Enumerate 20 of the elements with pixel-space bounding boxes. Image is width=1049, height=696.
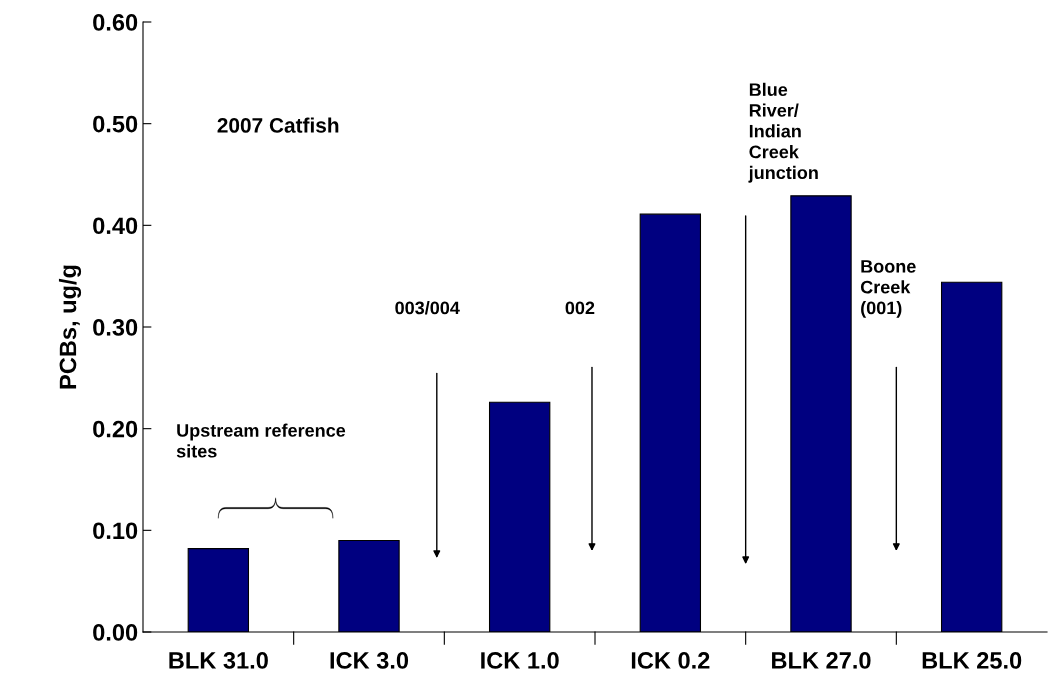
x-tick-label: ICK 0.2 xyxy=(631,652,710,669)
y-axis-title: PCBs, ug/g xyxy=(58,265,82,389)
annotation: 002 xyxy=(565,301,595,315)
y-tick-label: 0.30 xyxy=(93,319,138,336)
x-tick-label: BLK 27.0 xyxy=(772,652,871,669)
annotation: 2007 Catfish xyxy=(217,117,339,133)
annotation: Boone Creek (001) xyxy=(860,260,916,318)
annotation: 003/004 xyxy=(395,301,460,315)
y-tick-label: 0.40 xyxy=(93,217,138,235)
x-tick-label: ICK 1.0 xyxy=(481,652,559,669)
y-tick-label: 0.00 xyxy=(93,624,138,641)
x-tick-label: ICK 3.0 xyxy=(330,652,409,669)
y-tick-label: 0.10 xyxy=(93,522,138,540)
y-tick-label: 0.50 xyxy=(93,115,138,133)
x-tick-label: BLK 25.0 xyxy=(922,652,1022,669)
y-tick-label: 0.60 xyxy=(93,14,138,31)
y-tick-label: 0.20 xyxy=(93,420,138,438)
annotation: Upstream reference sites xyxy=(176,423,346,458)
x-tick-label: BLK 31.0 xyxy=(169,652,268,669)
annotation: Blue River/ Indian Creek junction xyxy=(748,82,818,183)
